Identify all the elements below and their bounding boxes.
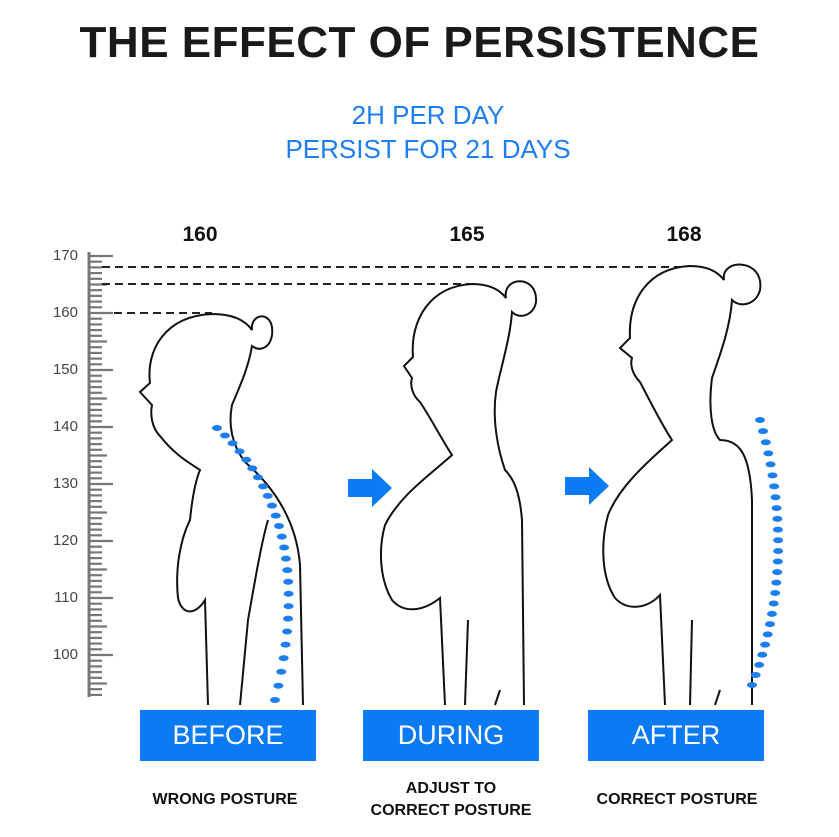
height-during: 165 <box>449 223 485 246</box>
height-ruler <box>87 252 113 697</box>
spine-dot-before <box>276 668 287 675</box>
ruler-label: 120 <box>52 532 78 549</box>
spine-dot-before <box>252 474 263 481</box>
spine-dot-after <box>773 537 784 544</box>
height-guides <box>102 266 690 314</box>
subtitle-line-2: PERSIST FOR 21 DAYS <box>285 134 571 164</box>
spine-dot-after <box>771 579 782 586</box>
spine-dot-before <box>283 615 294 622</box>
spine-dot-after <box>755 417 765 423</box>
silhouette-before <box>138 312 304 706</box>
stage-before-description: WRONG POSTURE <box>152 791 298 808</box>
spine-dot-after <box>770 494 781 501</box>
spine-dot-before <box>282 567 293 574</box>
spine-dot-after <box>773 547 784 554</box>
arrow-right-icon <box>348 469 392 507</box>
spine-dot-before <box>283 603 294 610</box>
ruler-label: 140 <box>52 418 78 435</box>
spine-dot-after <box>765 461 776 468</box>
spine-dot-before <box>247 465 258 472</box>
spine-dot-before <box>212 425 222 431</box>
spine-dot-before <box>266 502 277 509</box>
spine-dot-after <box>757 651 768 658</box>
spine-dot-after <box>764 621 775 628</box>
spine-dot-after <box>772 515 783 522</box>
spine-dot-before <box>241 456 252 463</box>
spine-dot-before <box>278 655 289 662</box>
spine-dot-after <box>754 661 765 668</box>
spine-dot-before <box>262 492 273 499</box>
ruler-label: 170 <box>52 247 78 264</box>
subtitle-line-1: 2H PER DAY <box>351 100 505 130</box>
spine-dot-after <box>772 569 783 576</box>
height-before: 160 <box>182 223 218 246</box>
spine-dot-before <box>270 697 280 703</box>
silhouette-during <box>380 280 538 706</box>
spine-dot-after <box>763 450 774 457</box>
ruler-label: 100 <box>52 646 78 663</box>
spine-dot-before <box>280 641 291 648</box>
spine-dot-before <box>280 555 291 562</box>
spine-dot-after <box>772 558 783 565</box>
stage-during-badge: DURING <box>363 710 539 761</box>
spine-dot-before <box>283 590 294 597</box>
stage-before-badge: BEFORE <box>140 710 316 761</box>
spine-dot-before <box>282 628 293 635</box>
spine-dot-before <box>279 544 290 551</box>
stage-after-badge: AFTER <box>588 710 764 761</box>
spine-dot-before <box>258 483 269 490</box>
spine-dot-after <box>770 590 781 597</box>
spine-dot-before <box>234 448 245 455</box>
silhouette-after <box>602 263 762 706</box>
spine-dot-after <box>750 671 761 678</box>
spine-dot-after <box>762 631 773 638</box>
page-title: THE EFFECT OF PERSISTENCE <box>79 18 760 67</box>
spine-dot-after <box>766 610 777 617</box>
spine-dot-after <box>758 428 769 435</box>
spine-dot-after <box>768 600 779 607</box>
spine-dot-before <box>276 533 287 540</box>
height-after: 168 <box>666 223 702 246</box>
ruler-label: 110 <box>54 589 78 606</box>
ruler-label: 150 <box>52 361 78 378</box>
arrow-right-icon <box>565 467 609 505</box>
stage-after-description: CORRECT POSTURE <box>596 791 758 808</box>
spine-dot-after <box>760 439 771 446</box>
spine-dot-before <box>273 522 284 529</box>
spine-dot-after <box>772 526 783 533</box>
ruler-label: 160 <box>52 304 78 321</box>
spine-dot-after <box>760 641 771 648</box>
spine-dot-before <box>227 440 238 447</box>
spine-dot-before <box>220 432 231 439</box>
stage-during-description-2: CORRECT POSTURE <box>370 802 532 819</box>
spine-dot-after <box>769 483 780 490</box>
stage-during-description-1: ADJUST TO <box>405 780 497 797</box>
ruler-label: 130 <box>52 475 78 492</box>
spine-dot-before <box>273 682 284 689</box>
spine-dot-before <box>270 512 281 519</box>
spine-dot-after <box>747 682 757 688</box>
spine-dot-before <box>283 578 294 585</box>
spine-dot-after <box>771 505 782 512</box>
spine-dot-after <box>767 472 778 479</box>
